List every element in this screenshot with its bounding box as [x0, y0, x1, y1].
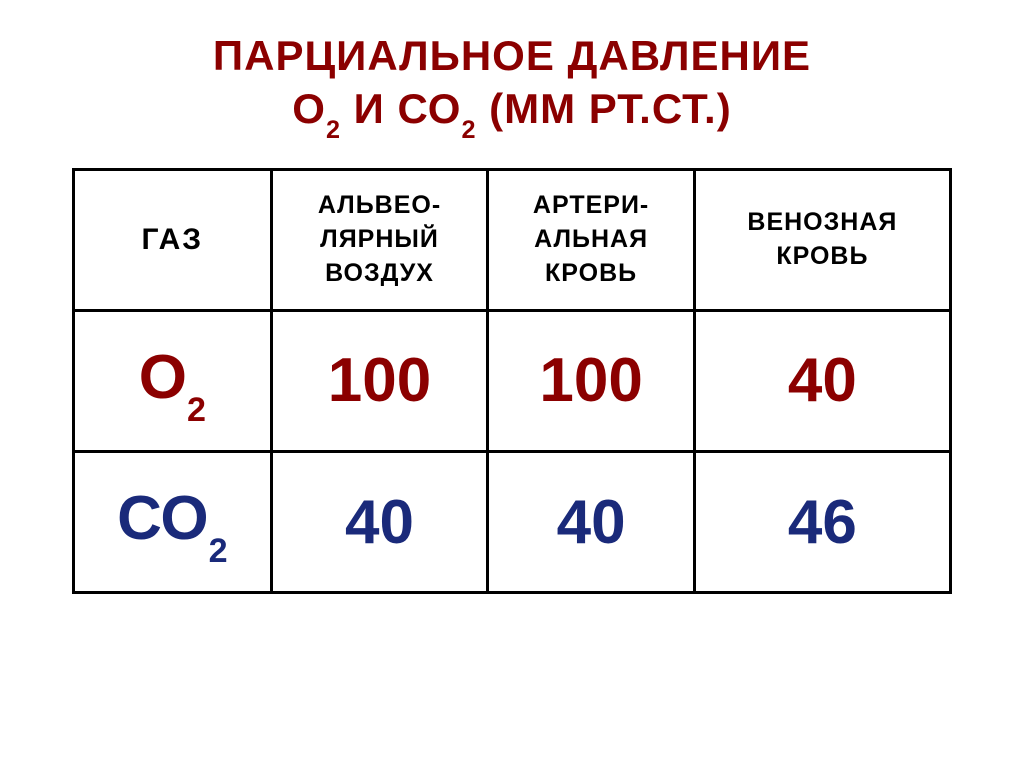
col-header-text: АРТЕРИ- — [533, 191, 649, 219]
title-line2: О2 И СО2 (ММ РТ.СТ.) — [213, 83, 811, 141]
col-header-text: АЛЬВЕО- — [318, 191, 441, 219]
title-line1: ПАРЦИАЛЬНОЕ ДАВЛЕНИЕ — [213, 30, 811, 83]
col-header-arterial: АРТЕРИ- АЛЬНАЯ КРОВЬ — [488, 170, 694, 310]
gas-label-o2: О2 — [74, 310, 272, 451]
title-co2-sub: 2 — [461, 116, 476, 144]
gas-sub: 2 — [209, 532, 228, 570]
cell-o2-venous: 40 — [694, 310, 950, 451]
col-header-venous: ВЕНОЗНАЯ КРОВЬ — [694, 170, 950, 310]
cell-co2-arterial: 40 — [488, 452, 694, 593]
col-header-alveolar: АЛЬВЕО- ЛЯРНЫЙ ВОЗДУХ — [271, 170, 488, 310]
title-post: (ММ РТ.СТ.) — [476, 85, 731, 132]
page-title: ПАРЦИАЛЬНОЕ ДАВЛЕНИЕ О2 И СО2 (ММ РТ.СТ.… — [213, 30, 811, 140]
gas-base: СО — [117, 484, 208, 553]
col-header-text: ЛЯРНЫЙ — [320, 225, 439, 253]
table-header-row: ГАЗ АЛЬВЕО- ЛЯРНЫЙ ВОЗДУХ АРТЕРИ- АЛЬНАЯ… — [74, 170, 951, 310]
gas-base: О — [139, 343, 187, 412]
col-header-text: ГАЗ — [142, 223, 204, 256]
cell-o2-arterial: 100 — [488, 310, 694, 451]
cell-o2-alveolar: 100 — [271, 310, 488, 451]
cell-co2-venous: 46 — [694, 452, 950, 593]
title-o2-base: О — [292, 85, 326, 132]
table-row-o2: О2 100 100 40 — [74, 310, 951, 451]
title-mid: И СО — [341, 85, 461, 132]
pressure-table: ГАЗ АЛЬВЕО- ЛЯРНЫЙ ВОЗДУХ АРТЕРИ- АЛЬНАЯ… — [72, 168, 952, 594]
col-header-text: ВОЗДУХ — [325, 259, 434, 287]
col-header-text: ВЕНОЗНАЯ — [747, 208, 897, 236]
gas-sub: 2 — [187, 391, 206, 429]
cell-co2-alveolar: 40 — [271, 452, 488, 593]
col-header-text: КРОВЬ — [776, 242, 868, 270]
table-row-co2: СО2 40 40 46 — [74, 452, 951, 593]
col-header-text: КРОВЬ — [545, 259, 637, 287]
title-o2-sub: 2 — [326, 116, 341, 144]
col-header-text: АЛЬНАЯ — [534, 225, 648, 253]
gas-label-co2: СО2 — [74, 452, 272, 593]
col-header-gas: ГАЗ — [74, 170, 272, 310]
